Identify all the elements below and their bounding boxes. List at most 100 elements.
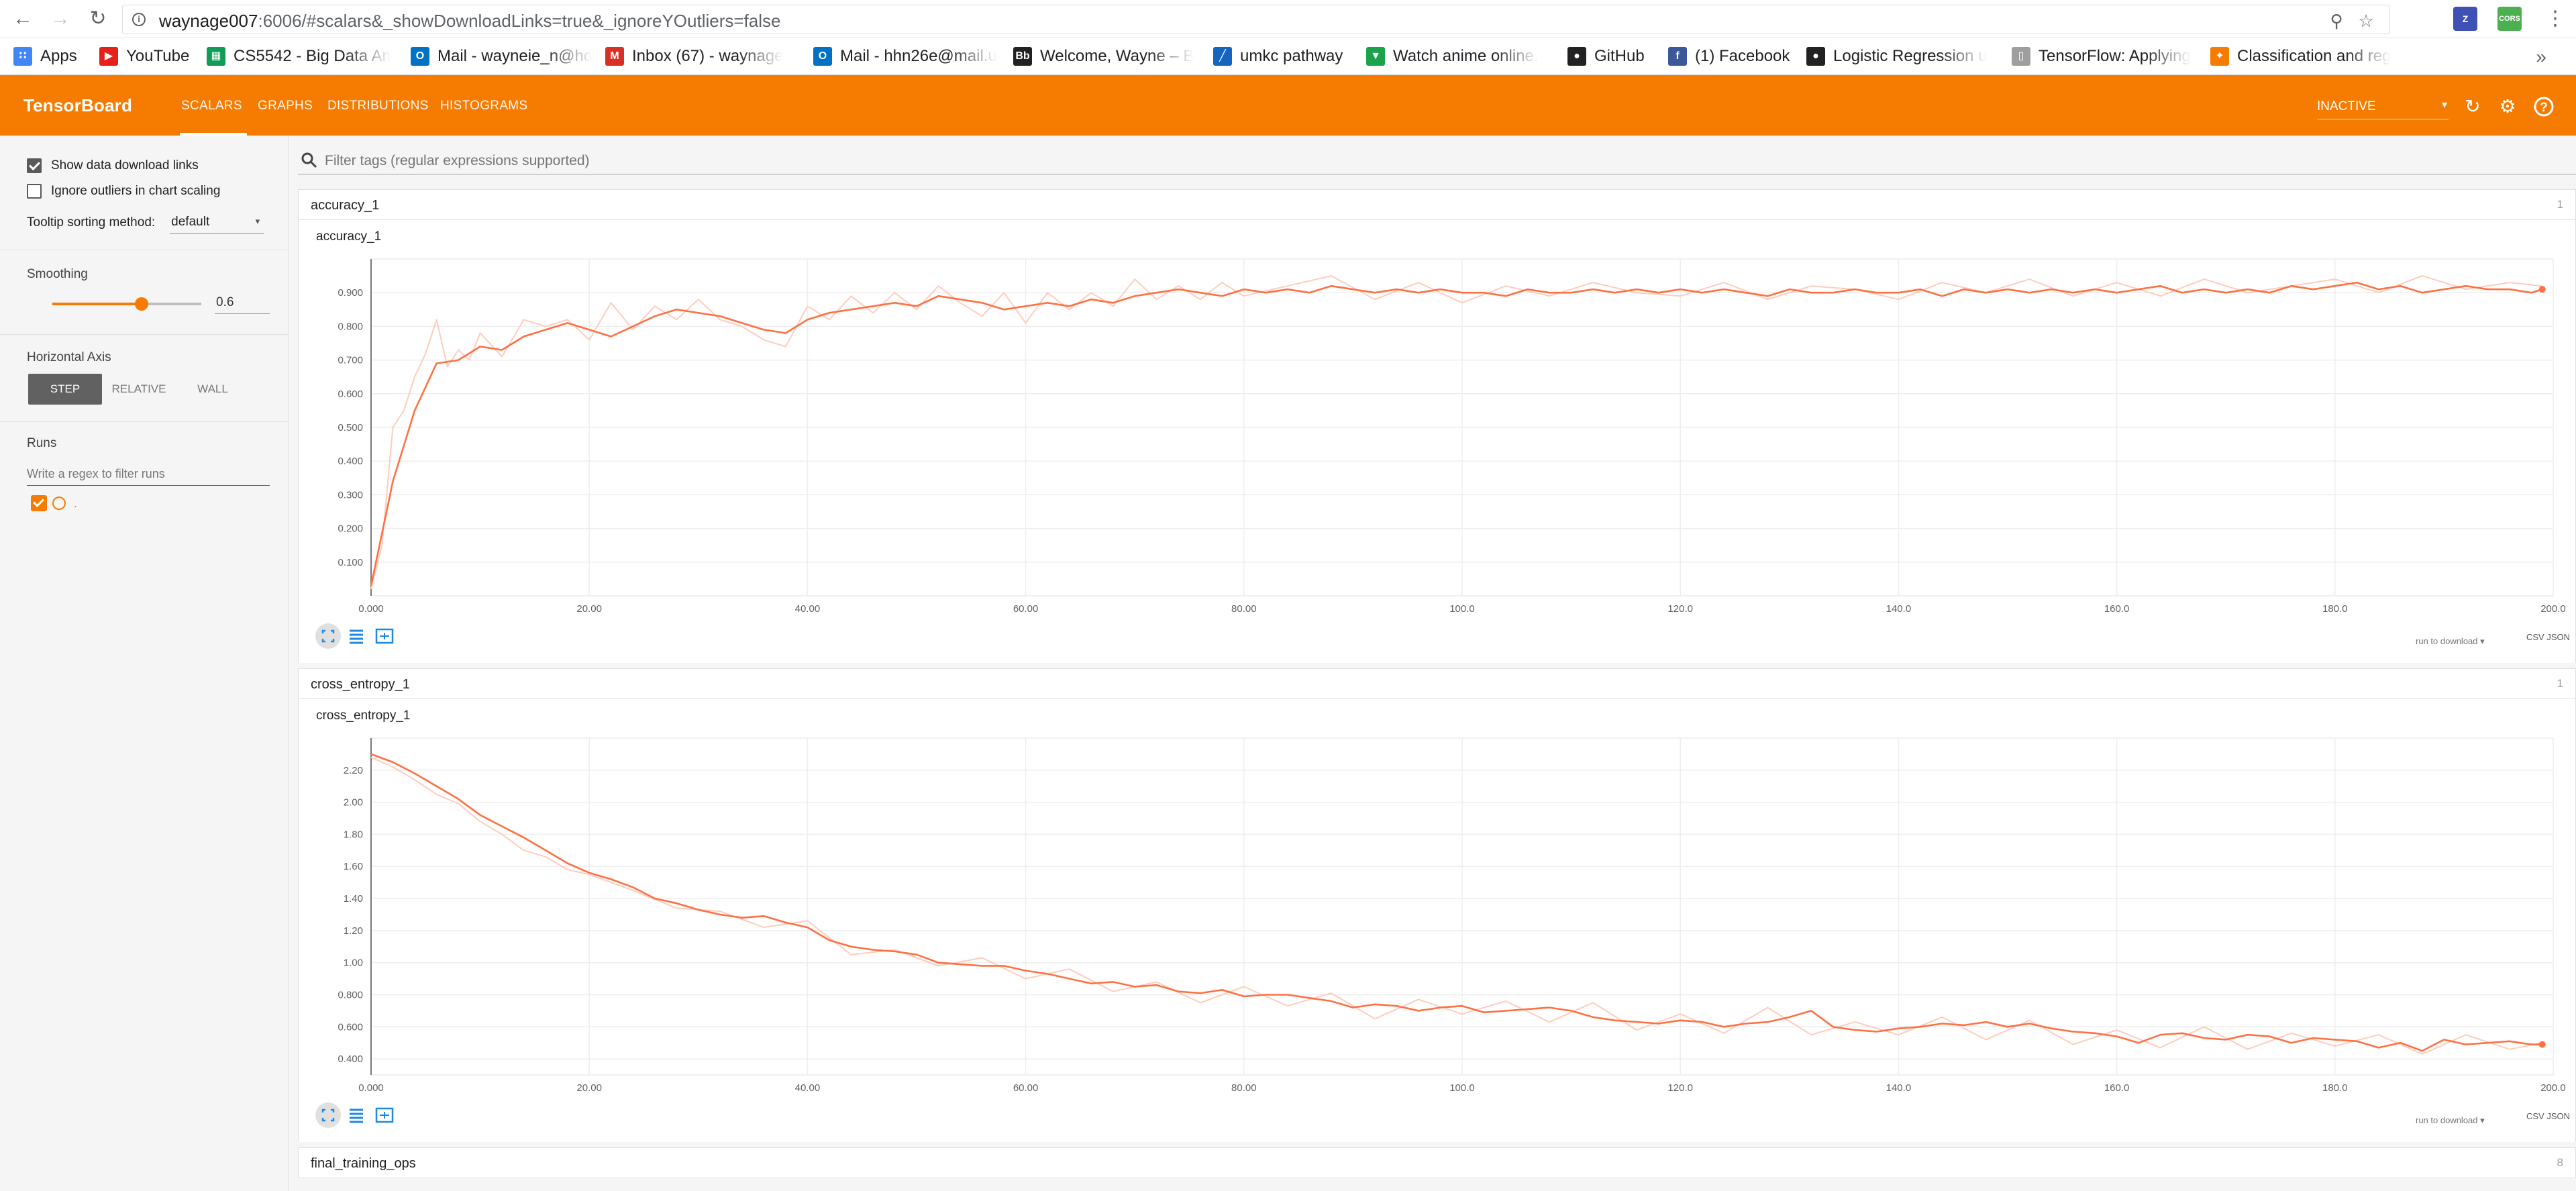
forward-arrow-icon[interactable]: → — [50, 7, 70, 30]
browser-menu-icon[interactable]: ⋮ — [2545, 7, 2565, 30]
url-text[interactable]: waynage007:6006/#scalars&_showDownloadLi… — [159, 11, 781, 31]
bookmark-item[interactable]: ● GitHub — [1567, 45, 1645, 68]
tag-filter-placeholder: Filter tags (regular expressions support… — [325, 153, 590, 168]
x-tick-label: 80.00 — [1231, 1082, 1257, 1094]
tag-filter-input[interactable]: Filter tags (regular expressions support… — [298, 150, 2576, 174]
x-tick-label: 0.000 — [358, 1082, 384, 1094]
x-tick-label: 200.0 — [2540, 603, 2566, 615]
svg-text:?: ? — [2540, 101, 2548, 115]
bookmark-label: Mail - wayneie_n@ho — [437, 47, 593, 65]
run-radio[interactable] — [52, 497, 66, 510]
reload-icon[interactable]: ↻ — [89, 7, 107, 30]
expand-chart-icon[interactable] — [371, 1102, 398, 1129]
y-tick-label: 0.300 — [338, 489, 363, 501]
download-run-select[interactable]: run to download ▾ — [2416, 636, 2485, 646]
x-tick-label: 100.0 — [1449, 1082, 1475, 1094]
y-tick-label: 0.500 — [338, 422, 363, 433]
bookmark-item[interactable]: f (1) Facebook — [1668, 45, 1790, 68]
bookmark-item[interactable]: O Mail - hhn26e@mail.u — [813, 45, 997, 68]
category-header-cross-entropy[interactable]: cross_entropy_1 1 — [298, 668, 2576, 699]
y-tick-label: 2.20 — [344, 765, 363, 776]
bookmark-item[interactable]: ▶ YouTube — [99, 45, 189, 68]
tab-scalars[interactable]: SCALARS — [181, 99, 242, 113]
back-arrow-icon[interactable]: ← — [13, 7, 33, 30]
zotero-extension-icon[interactable]: Z — [2453, 7, 2477, 31]
main-content: Filter tags (regular expressions support… — [289, 136, 2576, 1191]
show-download-links-checkbox[interactable] — [27, 158, 42, 173]
bookmark-item[interactable]: ∷ Apps — [13, 45, 77, 68]
plugin-dropdown[interactable]: INACTIVE ▾ — [2317, 94, 2449, 119]
run-checkbox[interactable] — [31, 495, 47, 511]
tab-graphs[interactable]: GRAPHS — [258, 99, 313, 113]
info-icon[interactable]: i — [132, 13, 146, 26]
category-title: final_training_ops — [311, 1156, 416, 1171]
outlook-icon: O — [813, 47, 832, 66]
smoothing-input[interactable]: 0.6 — [215, 291, 270, 314]
bookmark-item[interactable]: ▦ CS5542 - Big Data An — [207, 45, 391, 68]
tab-distributions[interactable]: DISTRIBUTIONS — [327, 99, 429, 113]
chart-card-cross-entropy: cross_entropy_1 0.000 20.00 40.00 60.00 80.0… — [298, 699, 2576, 1142]
x-tick-label: 0.000 — [358, 603, 384, 615]
badge-icon: ✦ — [2210, 47, 2229, 66]
y-tick-label: 0.600 — [338, 389, 363, 400]
bookmarks-bar: ∷ Apps ▶ YouTube ▦ CS5542 - Big Data An O Mail … — [0, 38, 2576, 75]
document-icon: ▯ — [2012, 47, 2030, 66]
address-bar[interactable]: i waynage007:6006/#scalars&_showDownload… — [122, 5, 2390, 34]
download-links[interactable]: CSV JSON — [2526, 1111, 2571, 1121]
tooltip-sorting-dropdown[interactable]: default ▾ — [170, 212, 264, 234]
bookmark-item[interactable]: O Mail - wayneie_n@ho — [411, 45, 593, 68]
download-run-select[interactable]: run to download ▾ — [2416, 1115, 2485, 1125]
smoothed-series-line — [370, 281, 2543, 586]
toggle-y-log-icon[interactable] — [343, 623, 370, 650]
accuracy-chart[interactable]: 0.000 20.00 40.00 60.00 80.00 100.0 120.0 140.0… — [299, 220, 2576, 663]
expand-chart-icon[interactable] — [371, 623, 398, 650]
last-point-marker — [2538, 1041, 2546, 1048]
horizontal-axis-heading: Horizontal Axis — [27, 350, 111, 364]
cross-entropy-chart[interactable]: 0.000 20.00 40.00 60.00 80.00 100.0 120.0 140.0… — [299, 699, 2576, 1142]
x-tick-label: 120.0 — [1667, 1082, 1693, 1094]
tab-histograms[interactable]: HISTOGRAMS — [440, 99, 528, 113]
raw-series-line — [370, 275, 2542, 590]
chart-title: cross_entropy_1 — [316, 709, 411, 723]
category-title: accuracy_1 — [311, 198, 380, 213]
bookmark-item[interactable]: M Inbox (67) - waynage — [605, 45, 783, 68]
axis-relative-button[interactable]: RELATIVE — [111, 382, 166, 395]
bookmark-item[interactable]: ▼ Watch anime online, — [1366, 45, 1539, 68]
run-item[interactable]: . — [31, 495, 77, 511]
axis-step-button[interactable]: STEP — [28, 374, 102, 405]
bookmark-item[interactable]: ✦ Classification and reg — [2210, 45, 2391, 68]
bookmark-item[interactable]: ╱ umkc pathway — [1213, 45, 1343, 68]
show-download-links-option[interactable]: Show data download links — [27, 158, 199, 173]
ignore-outliers-option[interactable]: Ignore outliers in chart scaling — [27, 184, 220, 199]
download-links[interactable]: CSV JSON — [2526, 632, 2571, 642]
zoom-icon[interactable]: ⚲ — [2330, 11, 2343, 31]
bookmark-item[interactable]: ▯ TensorFlow: Applying — [2012, 45, 2191, 68]
fit-to-data-icon[interactable] — [315, 1102, 342, 1129]
smoothing-slider-knob[interactable] — [135, 297, 149, 311]
category-count: 1 — [2557, 198, 2563, 211]
x-tick-label: 80.00 — [1231, 603, 1257, 615]
fit-to-data-icon[interactable] — [315, 623, 342, 650]
help-icon[interactable]: ? — [2532, 95, 2555, 118]
ignore-outliers-checkbox[interactable] — [27, 184, 42, 199]
x-tick-label: 180.0 — [2322, 603, 2348, 615]
bookmark-item[interactable]: ● Logistic Regression u — [1806, 45, 1987, 68]
more-bookmarks-icon[interactable]: » — [2536, 46, 2546, 67]
refresh-icon[interactable]: ↻ — [2465, 96, 2481, 117]
x-tick-label: 20.00 — [576, 603, 602, 615]
category-header-accuracy[interactable]: accuracy_1 1 — [298, 189, 2576, 220]
axis-wall-button[interactable]: WALL — [197, 382, 228, 395]
smoothing-slider[interactable] — [52, 297, 201, 311]
x-tick-label: 140.0 — [1886, 603, 1912, 615]
bookmark-label: CS5542 - Big Data An — [234, 47, 391, 65]
category-header-final-training-ops[interactable]: final_training_ops 8 — [298, 1147, 2576, 1178]
settings-gear-icon[interactable]: ⚙ — [2499, 96, 2516, 117]
toggle-y-log-icon[interactable] — [343, 1102, 370, 1129]
cors-extension-icon[interactable]: CORS — [2497, 7, 2522, 31]
x-tick-label: 140.0 — [1886, 1082, 1912, 1094]
bookmark-item[interactable]: Bb Welcome, Wayne – B — [1013, 45, 1194, 68]
x-tick-label: 40.00 — [795, 1082, 821, 1094]
active-tab-indicator — [180, 133, 247, 136]
bookmark-star-icon[interactable]: ☆ — [2358, 11, 2374, 31]
runs-filter-input[interactable]: Write a regex to filter runs — [27, 462, 270, 486]
